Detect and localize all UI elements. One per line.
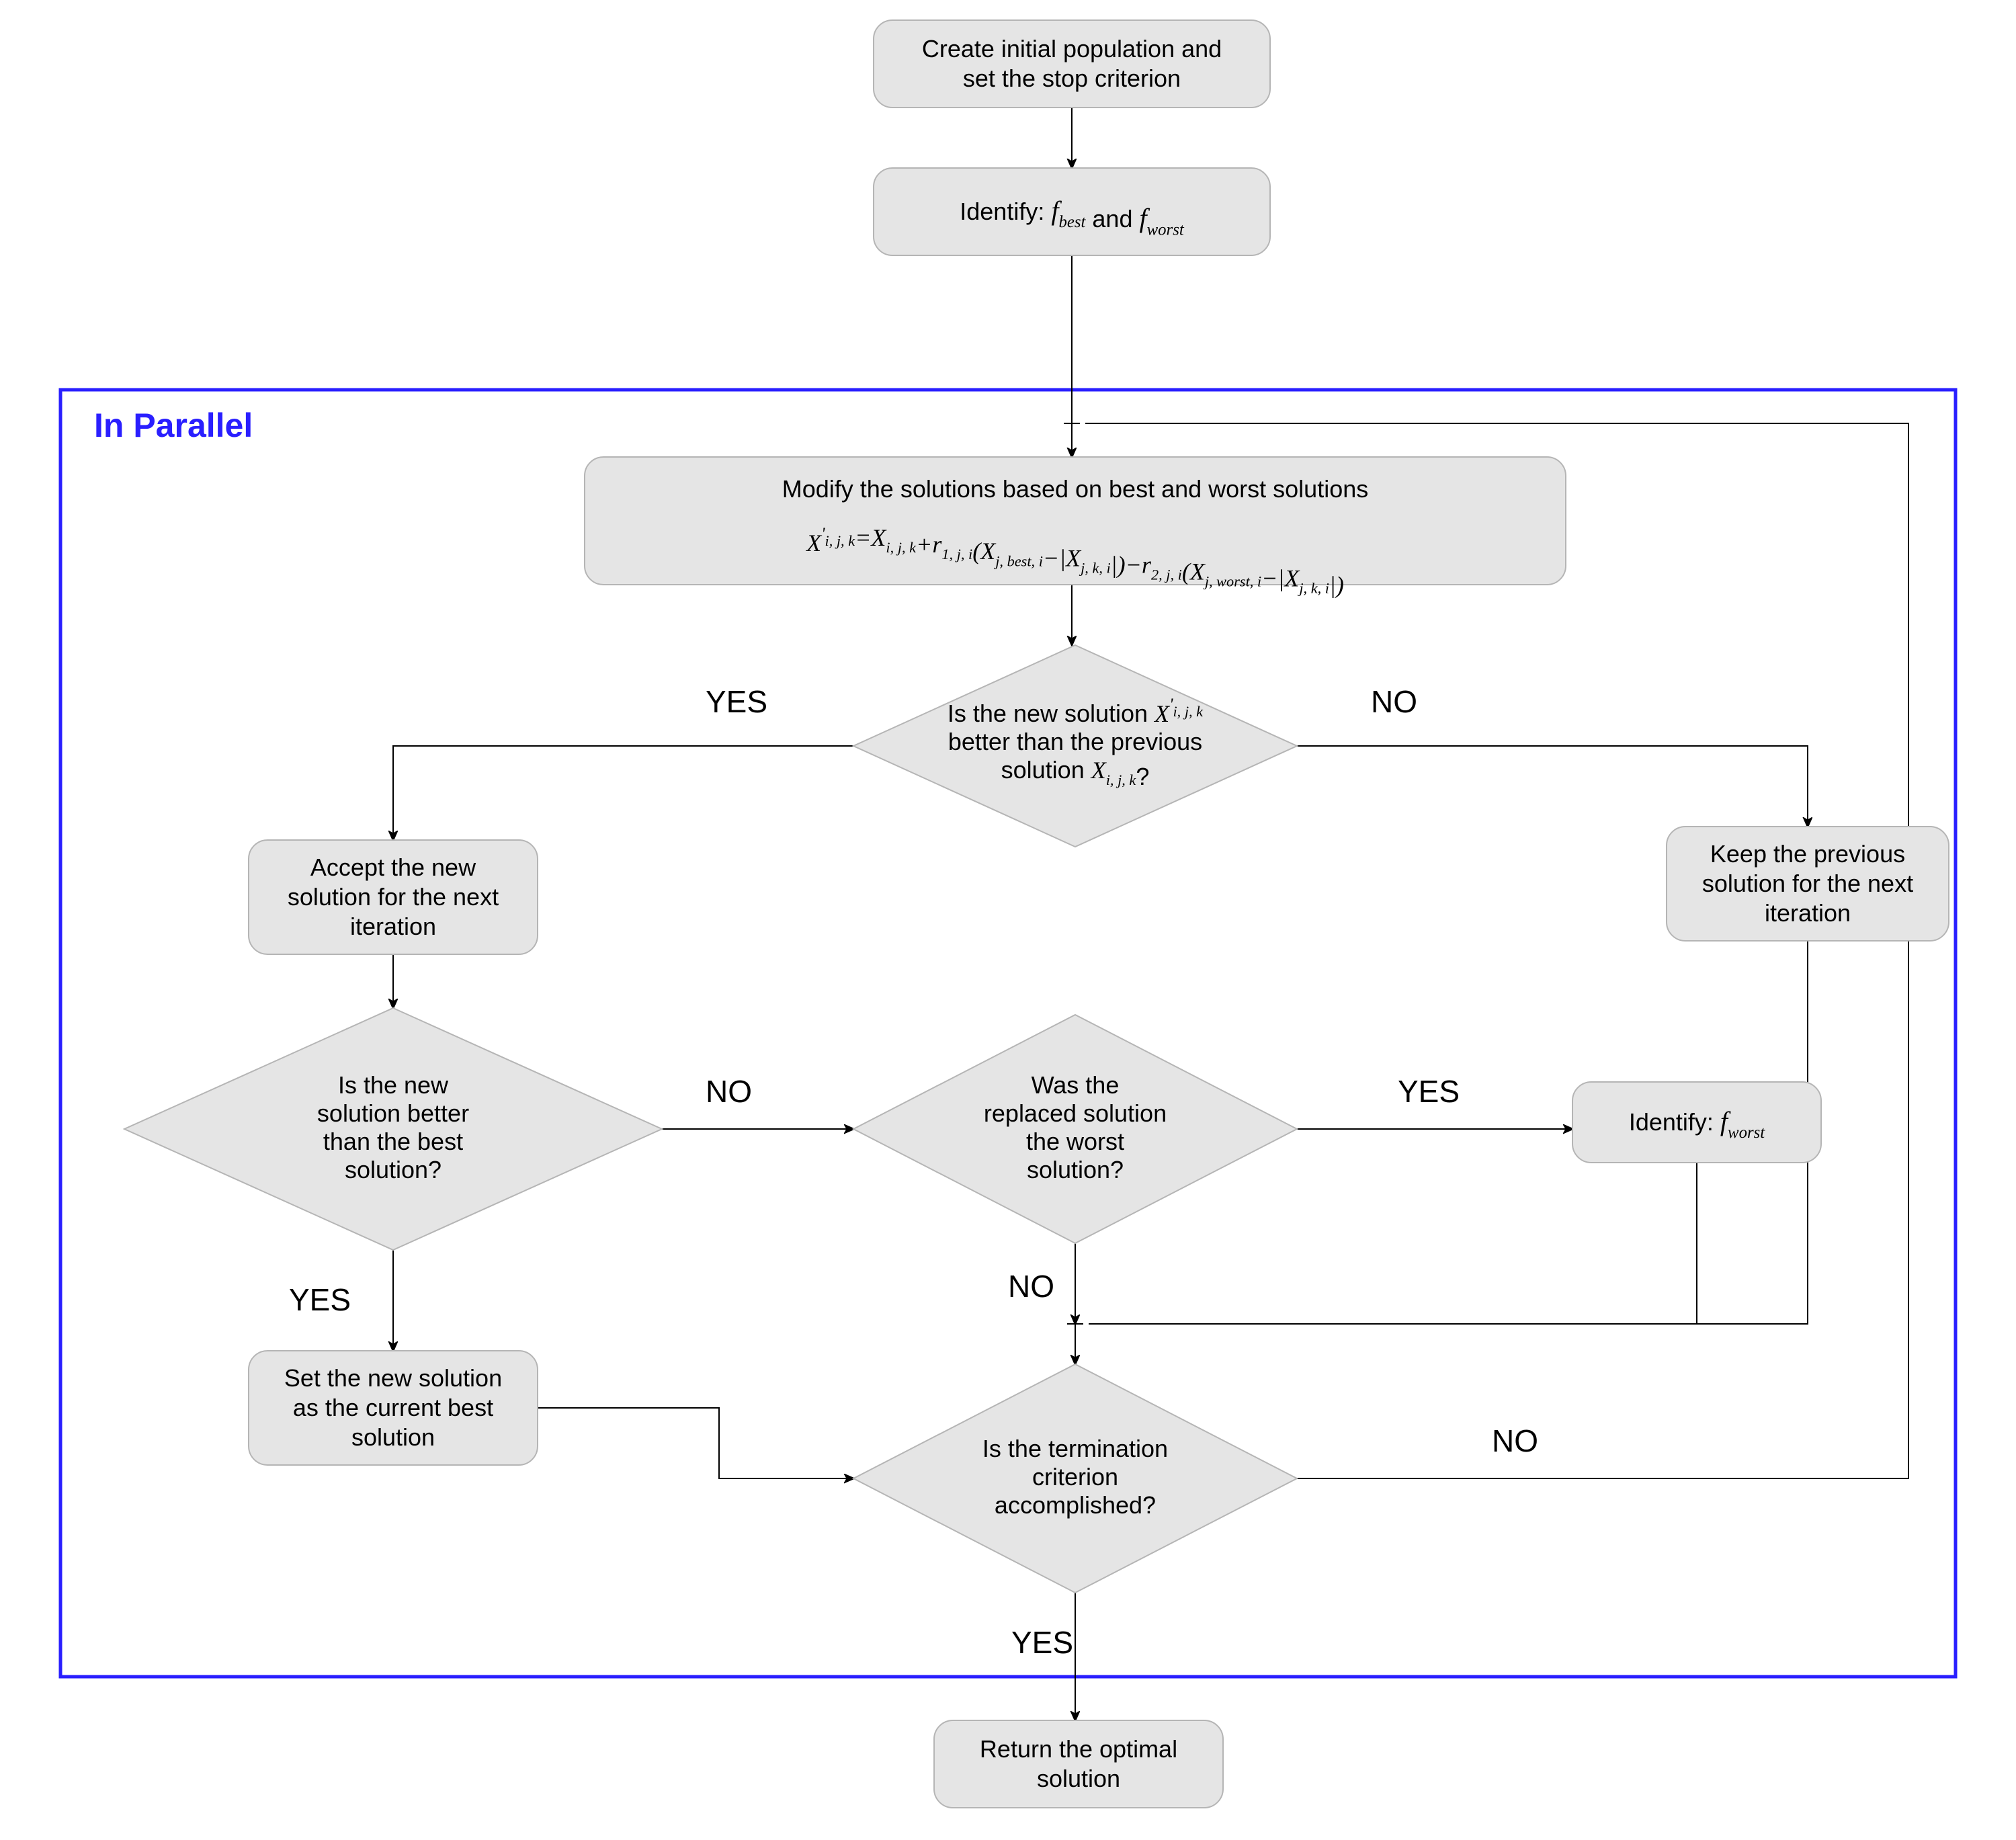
node-n5: Keep the previoussolution for the nextit… xyxy=(1667,827,1949,941)
svg-text:set the stop criterion: set the stop criterion xyxy=(963,65,1181,92)
node-n8: Return the optimalsolution xyxy=(934,1720,1223,1808)
svg-text:solution?: solution? xyxy=(1027,1156,1124,1183)
node-d2: Is the newsolution betterthan the bestso… xyxy=(124,1008,662,1250)
svg-text:solution: solution xyxy=(1037,1765,1120,1792)
svg-text:solution?: solution? xyxy=(345,1156,442,1183)
branch-label: YES xyxy=(1398,1074,1460,1109)
branch-label: YES xyxy=(706,684,767,719)
svg-text:solution better: solution better xyxy=(317,1099,469,1127)
svg-text:iteration: iteration xyxy=(1765,899,1851,927)
edge xyxy=(393,746,853,840)
node-d1: Is the new solution X'i, j, kbetter than… xyxy=(853,645,1297,847)
node-n6: Identify: fworst xyxy=(1572,1082,1821,1163)
svg-text:Keep the previous: Keep the previous xyxy=(1710,840,1905,868)
svg-text:Return the optimal: Return the optimal xyxy=(980,1735,1177,1763)
edge xyxy=(538,1408,853,1478)
svg-text:accomplished?: accomplished? xyxy=(995,1491,1156,1519)
node-n3: Modify the solutions based on best and w… xyxy=(585,457,1566,599)
svg-text:Is the termination: Is the termination xyxy=(982,1435,1168,1462)
node-n7: Set the new solutionas the current bests… xyxy=(249,1351,538,1465)
svg-text:than the best: than the best xyxy=(323,1128,463,1155)
branch-label: NO xyxy=(1371,684,1417,719)
svg-text:solution for the next: solution for the next xyxy=(288,883,499,911)
node-d4: Is the terminationcriterionaccomplished? xyxy=(853,1364,1297,1593)
svg-text:criterion: criterion xyxy=(1032,1463,1118,1491)
branch-label: NO xyxy=(1492,1423,1538,1458)
svg-text:Is the new: Is the new xyxy=(338,1071,449,1099)
svg-text:solution: solution xyxy=(351,1423,435,1451)
svg-text:better than the previous: better than the previous xyxy=(948,728,1202,755)
node-d3: Was thereplaced solutionthe worstsolutio… xyxy=(853,1015,1297,1243)
svg-text:replaced solution: replaced solution xyxy=(984,1099,1167,1127)
svg-text:Set the new solution: Set the new solution xyxy=(284,1364,502,1392)
node-n2: Identify: fbest and fworst xyxy=(874,168,1270,255)
svg-text:solution for the next: solution for the next xyxy=(1702,870,1913,897)
svg-text:Create initial population and: Create initial population and xyxy=(922,35,1222,62)
branch-label: NO xyxy=(706,1074,752,1109)
svg-text:the worst: the worst xyxy=(1026,1128,1124,1155)
parallel-label: In Parallel xyxy=(94,407,253,444)
node-n4: Accept the newsolution for the nextitera… xyxy=(249,840,538,954)
svg-text:iteration: iteration xyxy=(350,913,436,940)
branch-label: YES xyxy=(1011,1625,1073,1660)
branch-label: YES xyxy=(289,1282,351,1317)
svg-text:Accept the new: Accept the new xyxy=(310,853,476,881)
branch-label: NO xyxy=(1008,1269,1054,1304)
svg-text:as the current best: as the current best xyxy=(293,1394,493,1421)
flowchart-svg: In Parallel Create initial population an… xyxy=(0,0,2016,1840)
svg-text:Modify the solutions based on: Modify the solutions based on best and w… xyxy=(782,475,1369,503)
edge xyxy=(1297,746,1808,827)
svg-text:Was the: Was the xyxy=(1032,1071,1120,1099)
svg-text:Is the new solution X'i, j, k: Is the new solution X'i, j, k xyxy=(948,696,1204,727)
node-n1: Create initial population and set the sto… xyxy=(874,20,1270,108)
